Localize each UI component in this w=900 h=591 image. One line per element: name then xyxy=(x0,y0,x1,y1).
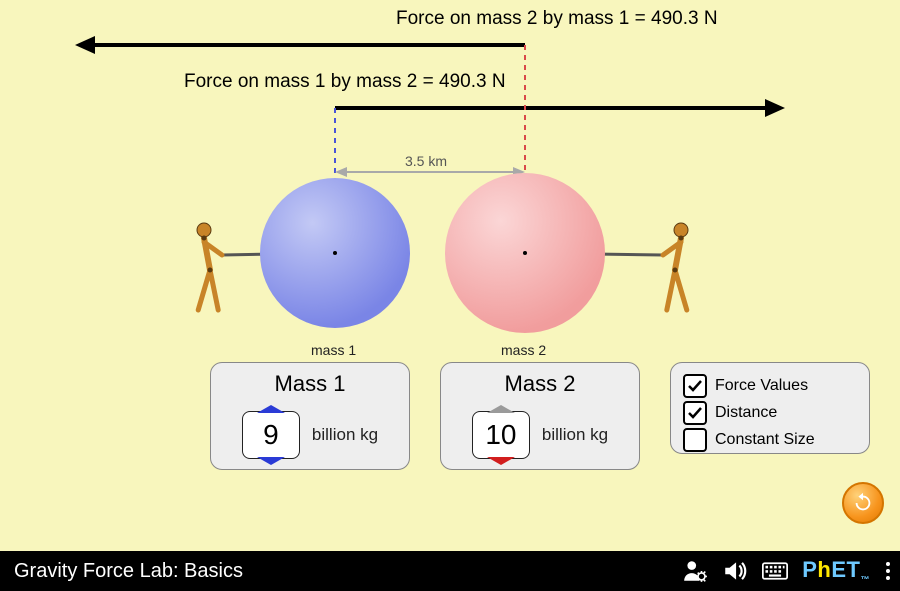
reset-button[interactable] xyxy=(842,482,884,524)
mass1-caption: mass 1 xyxy=(311,342,356,358)
mass1-value: 9 xyxy=(263,419,279,451)
mass2-spinner[interactable]: 10 xyxy=(472,411,530,459)
checkbox-icon xyxy=(683,428,707,452)
mass2-value: 10 xyxy=(485,419,516,451)
mass1-increment-icon[interactable] xyxy=(257,405,285,413)
footer-bar: Gravity Force Lab: Basics PhET™ xyxy=(0,551,900,591)
mass1-panel-title: Mass 1 xyxy=(211,371,409,397)
distance-label: 3.5 km xyxy=(405,153,447,169)
mass1-decrement-icon[interactable] xyxy=(257,457,285,465)
checkbox-icon xyxy=(683,401,707,425)
options-panel: Force Values Distance Constant Size xyxy=(670,362,870,454)
mass2-decrement-icon[interactable] xyxy=(487,457,515,465)
simulation-area: Force on mass 2 by mass 1 = 490.3 N Forc… xyxy=(0,0,900,551)
option-label: Force Values xyxy=(715,377,808,395)
phet-logo[interactable]: PhET™ xyxy=(802,557,870,584)
force-label-top: Force on mass 2 by mass 1 = 490.3 N xyxy=(396,8,718,30)
mass2-panel: Mass 2 10 billion kg xyxy=(440,362,640,470)
mass1-panel: Mass 1 9 billion kg xyxy=(210,362,410,470)
mass2-increment-icon[interactable] xyxy=(487,405,515,413)
reset-icon xyxy=(852,492,874,514)
option-label: Distance xyxy=(715,404,777,422)
keyboard-icon[interactable] xyxy=(762,558,788,584)
option-force-values[interactable]: Force Values xyxy=(683,374,869,398)
mass1-spinner[interactable]: 9 xyxy=(242,411,300,459)
force-label-bottom: Force on mass 1 by mass 2 = 490.3 N xyxy=(184,71,506,93)
option-distance[interactable]: Distance xyxy=(683,401,869,425)
menu-icon[interactable] xyxy=(886,562,890,580)
mass2-caption: mass 2 xyxy=(501,342,546,358)
mass2-panel-title: Mass 2 xyxy=(441,371,639,397)
option-label: Constant Size xyxy=(715,431,815,449)
option-constant-size[interactable]: Constant Size xyxy=(683,428,869,452)
profile-settings-icon[interactable] xyxy=(682,558,708,584)
checkbox-icon xyxy=(683,374,707,398)
sound-icon[interactable] xyxy=(722,558,748,584)
mass2-unit: billion kg xyxy=(542,425,608,445)
footer-title: Gravity Force Lab: Basics xyxy=(14,560,243,583)
mass1-unit: billion kg xyxy=(312,425,378,445)
